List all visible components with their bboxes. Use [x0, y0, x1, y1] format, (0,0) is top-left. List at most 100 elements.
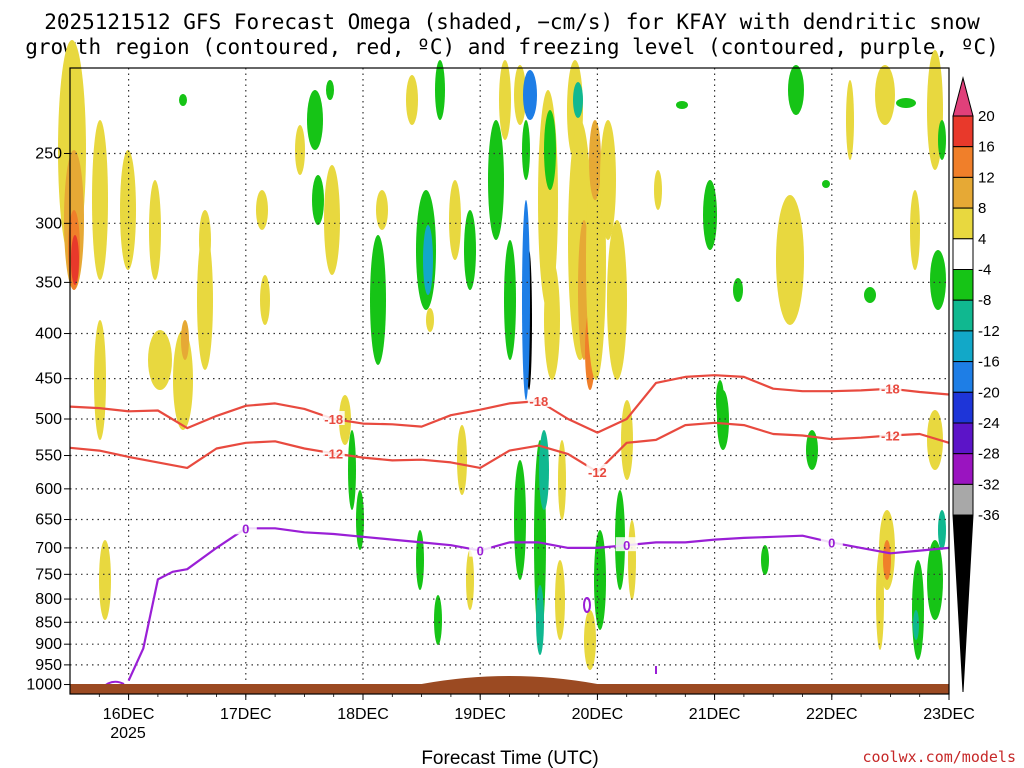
omega-shade-cell: [99, 540, 111, 620]
omega-shade-cell: [326, 80, 334, 100]
y-tick-label: 750: [35, 566, 62, 583]
omega-shade-cell: [927, 540, 943, 620]
contour-minus12-label-bg: [322, 445, 345, 460]
colorbar-swatch: [952, 269, 974, 301]
y-axis: 250 300 350 400 450 500 550 600 650 700 750 800 850 9…: [26, 145, 70, 694]
colorbar-swatch: [952, 115, 974, 148]
x-axis-year: 2025: [110, 725, 146, 742]
ground-bump: [421, 676, 598, 684]
omega-shade-cell: [761, 545, 769, 575]
omega-shade-cell: [788, 65, 804, 115]
colorbar-label: 20: [978, 108, 995, 125]
omega-shade-cell: [435, 60, 445, 120]
omega-shade-cell: [912, 560, 924, 660]
x-tick-label: 22DEC: [806, 706, 858, 723]
contour-freezing-blob: [583, 597, 591, 613]
colorbar-label: -28: [978, 446, 1000, 463]
colorbar-swatch: [952, 146, 974, 178]
contour-freezing-level: [127, 527, 950, 682]
contour-minus12-label-bg: [879, 427, 902, 442]
colorbar-swatch: [952, 483, 974, 516]
omega-shade-cell: [555, 560, 565, 640]
omega-shade-cell: [607, 220, 627, 380]
colorbar-label: -4: [978, 262, 991, 279]
y-tick-label: 900: [35, 636, 62, 653]
omega-shade-cell: [457, 425, 467, 495]
omega-shade-cell: [295, 125, 305, 175]
colorbar-label: 12: [978, 169, 995, 186]
omega-shade-cell: [938, 510, 946, 550]
y-tick-label: 850: [35, 614, 62, 631]
credit-text: coolwx.com/models: [862, 748, 1016, 766]
omega-shade-cell: [558, 440, 566, 520]
omega-shade-cell: [499, 60, 511, 140]
omega-shade-cell: [806, 430, 818, 470]
x-tick-label: 20DEC: [572, 706, 624, 723]
colorbar-swatch: [952, 176, 974, 209]
y-tick-label: 300: [35, 215, 62, 232]
colorbar-swatch: [952, 391, 974, 424]
omega-shade-cell: [488, 120, 504, 240]
omega-shade-cell: [544, 110, 556, 190]
omega-shade-cell: [148, 330, 172, 390]
omega-shade-cell: [628, 520, 636, 600]
y-tick-label: 550: [35, 448, 62, 465]
omega-shade-cell: [703, 180, 717, 250]
omega-shade-cell: [522, 200, 530, 400]
contour-minus12-label: -12: [324, 446, 343, 461]
omega-shade-cell: [312, 175, 324, 225]
x-tick-label: 16DEC: [103, 706, 155, 723]
omega-shade-cell: [716, 380, 724, 420]
omega-shade-cell: [434, 595, 442, 645]
y-tick-label: 600: [35, 481, 62, 498]
chart-title-line-2: growth region (contoured, red, ºC) and f…: [25, 35, 999, 59]
colorbar-label: 4: [978, 231, 986, 248]
omega-shade-cell: [584, 610, 596, 670]
omega-shade-cell: [514, 460, 526, 580]
omega-shade-cell: [181, 320, 189, 360]
colorbar-label: -32: [978, 476, 1000, 493]
contour-freezing-level-label-bg: [469, 542, 492, 557]
colorbar-label: -12: [978, 323, 1000, 340]
omega-shade-cell: [776, 195, 804, 325]
x-tick-label: 23DEC: [923, 706, 975, 723]
omega-shade-cell: [875, 65, 895, 125]
omega-shade-cell: [324, 165, 340, 275]
omega-shade-cell: [173, 330, 193, 430]
y-tick-label: 950: [35, 657, 62, 674]
contour-minus18-label-bg: [879, 380, 902, 395]
omega-shade-cell: [876, 550, 884, 650]
omega-shade-cell: [199, 210, 211, 270]
colorbar-swatch: [952, 207, 974, 240]
contour-freezing-level-label-bg: [234, 520, 257, 535]
omega-shade-cell: [179, 94, 187, 106]
omega-shade-cell: [426, 308, 434, 332]
omega-shade-cell: [370, 235, 386, 365]
contour-minus18-label-bg: [322, 411, 345, 426]
omega-shade-cell: [883, 540, 891, 580]
contour-minus18-label: -18: [529, 394, 548, 409]
omega-shade-cell: [864, 287, 876, 303]
contour-minus12-label: -12: [881, 429, 900, 444]
y-tick-label: 350: [35, 274, 62, 291]
y-tick-label: 800: [35, 591, 62, 608]
omega-shade-cell: [197, 230, 213, 370]
omega-shade-cell: [92, 120, 108, 280]
x-axis-label: Forecast Time (UTC): [421, 748, 598, 768]
y-tick-label: 650: [35, 512, 62, 529]
omega-shade-cell: [307, 90, 323, 150]
omega-shade-cell: [356, 490, 364, 550]
x-axis: 16DEC 17DEC 18DEC 19DEC 20DEC 21DEC 22DEC 23DEC: [98, 694, 975, 723]
contour-freezing-level-label-bg: [615, 537, 638, 552]
omega-shade-cell: [348, 430, 356, 510]
omega-shade-cell: [466, 550, 474, 610]
omega-shade-cell: [594, 530, 606, 630]
omega-shade-cell: [376, 190, 388, 230]
colorbar-swatch: [952, 330, 974, 363]
x-tick-label: 19DEC: [454, 706, 506, 723]
colorbar-label: -24: [978, 415, 1000, 432]
contour-freezing-level-label: 0: [828, 535, 835, 550]
omega-shade-cell: [423, 225, 433, 295]
omega-shade-cell: [676, 101, 688, 109]
